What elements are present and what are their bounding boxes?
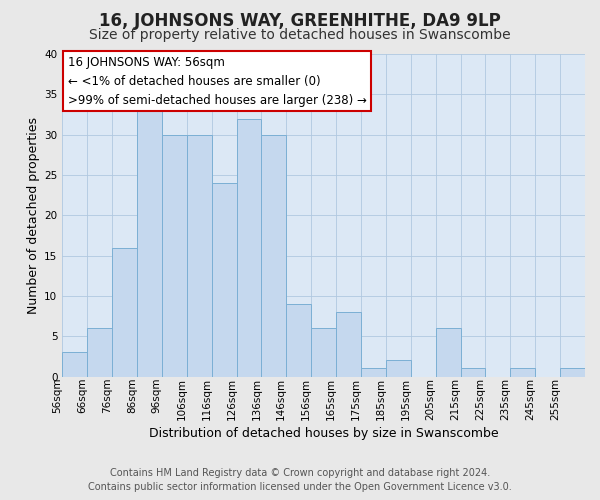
Bar [262,134,286,376]
Text: Size of property relative to detached houses in Swanscombe: Size of property relative to detached ho… [89,28,511,42]
Bar [212,183,236,376]
Bar [162,134,187,376]
Bar [187,134,212,376]
Bar [386,360,411,376]
Bar [436,328,461,376]
Bar [336,312,361,376]
Bar [112,248,137,376]
Y-axis label: Number of detached properties: Number of detached properties [27,117,40,314]
Bar [62,352,87,376]
Bar [361,368,386,376]
Bar [236,118,262,376]
Bar [511,368,535,376]
Bar [560,368,585,376]
Text: Contains HM Land Registry data © Crown copyright and database right 2024.
Contai: Contains HM Land Registry data © Crown c… [88,468,512,492]
X-axis label: Distribution of detached houses by size in Swanscombe: Distribution of detached houses by size … [149,427,499,440]
Bar [286,304,311,376]
Bar [87,328,112,376]
Text: 16, JOHNSONS WAY, GREENHITHE, DA9 9LP: 16, JOHNSONS WAY, GREENHITHE, DA9 9LP [99,12,501,30]
Bar [461,368,485,376]
Text: 16 JOHNSONS WAY: 56sqm
← <1% of detached houses are smaller (0)
>99% of semi-det: 16 JOHNSONS WAY: 56sqm ← <1% of detached… [68,56,367,106]
Bar [137,110,162,376]
Bar [311,328,336,376]
